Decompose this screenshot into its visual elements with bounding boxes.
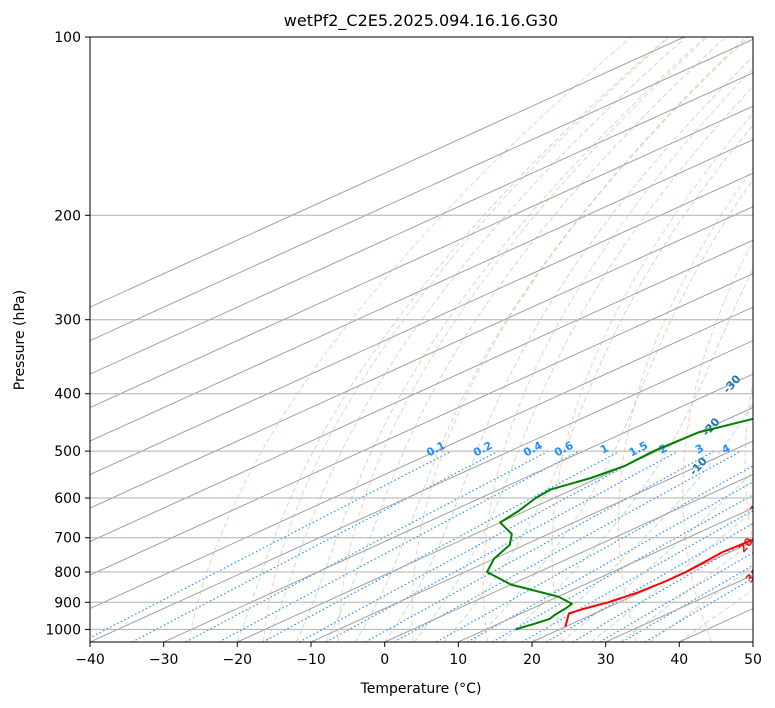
moist-adiabat: [590, 510, 753, 642]
moist-adiabat: [679, 589, 753, 642]
sounding-series: [486, 417, 753, 631]
x-tick-label: −20: [223, 652, 253, 668]
mixing-ratio-line: [185, 450, 549, 642]
moist-adiabat: [502, 267, 753, 642]
y-tick-label: 300: [54, 313, 81, 329]
isotherm: [90, 340, 753, 642]
isotherm: [90, 37, 685, 308]
dry-adiabat: [337, 37, 708, 642]
moist-adiabat: [384, 55, 753, 642]
isotherm: [90, 273, 753, 576]
x-tick-label: 20: [523, 652, 541, 668]
isotherm-label: 30: [743, 565, 763, 585]
dry-adiabat: [188, 37, 632, 642]
mixing-ratio-line: [131, 450, 499, 642]
isotherm: [90, 206, 753, 509]
y-tick-label: 100: [54, 30, 81, 46]
x-tick-label: 10: [449, 652, 467, 668]
chart-title: wetPf2_C2E5.2025.094.16.16.G30: [284, 11, 558, 31]
moist-adiabats: [236, 37, 753, 642]
isotherm: [90, 72, 753, 375]
x-tick-label: −40: [75, 652, 105, 668]
y-axis-ticks: 100 200 300 400 500 600 700 800 900 1000: [45, 30, 90, 638]
isotherm: [90, 239, 753, 543]
dry-adiabat: [744, 379, 753, 546]
moist-adiabat: [325, 37, 727, 642]
temperature-line: [564, 538, 753, 628]
dry-adiabats: [188, 37, 753, 642]
isotherm: [90, 105, 753, 409]
mixing-ratio-line: [545, 522, 753, 642]
x-axis-ticks: −40 −30 −20 −10 0 10 20 30 40 50: [75, 642, 762, 668]
moist-adiabat: [443, 124, 753, 642]
y-tick-label: 400: [54, 387, 81, 403]
isotherm: [90, 139, 753, 442]
moist-adiabat: [472, 178, 753, 642]
x-tick-label: −10: [296, 652, 326, 668]
isotherms: [90, 37, 753, 642]
isotherm: [90, 172, 753, 476]
pressure-gridlines: [90, 37, 753, 630]
x-tick-label: 30: [597, 652, 615, 668]
isotherm: [237, 407, 753, 642]
moist-adiabat: [561, 470, 753, 642]
y-tick-label: 700: [54, 531, 81, 547]
mixing-ratio-line: [90, 450, 452, 639]
x-tick-label: 50: [744, 652, 762, 668]
dry-adiabat: [482, 67, 753, 642]
y-tick-label: 900: [54, 595, 81, 611]
isotherm-label: 10: [747, 496, 767, 516]
moist-adiabat: [266, 37, 687, 642]
x-tick-label: 0: [380, 652, 389, 668]
mixing-ratio-line: [298, 450, 654, 642]
plot-area: 0.10.20.40.611.52346810131620253036-100-…: [90, 37, 767, 642]
dewpoint-line: [486, 417, 753, 631]
dry-adiabat: [618, 167, 753, 642]
isotherm: [384, 474, 753, 642]
y-tick-label: 600: [54, 491, 81, 507]
isotherm: [458, 507, 753, 642]
moist-adiabat: [354, 37, 749, 642]
mixing-ratio-line: [365, 450, 715, 642]
moist-adiabat: [236, 37, 669, 642]
mixing-ratio-line: [436, 465, 753, 642]
isotherm: [90, 38, 753, 342]
y-tick-label: 200: [54, 208, 81, 224]
y-tick-label: 1000: [45, 622, 81, 638]
x-tick-label: −30: [149, 652, 179, 668]
y-tick-label: 500: [54, 444, 81, 460]
x-tick-label: 40: [670, 652, 688, 668]
isotherm: [163, 373, 753, 642]
y-axis-label: Pressure (hPa): [12, 290, 28, 390]
isotherm: [310, 440, 753, 642]
x-axis-label: Temperature (°C): [360, 681, 482, 697]
dry-adiabat: [263, 37, 670, 642]
isotherm: [90, 306, 753, 610]
y-tick-label: 800: [54, 565, 81, 581]
plot-frame: [89, 36, 754, 643]
